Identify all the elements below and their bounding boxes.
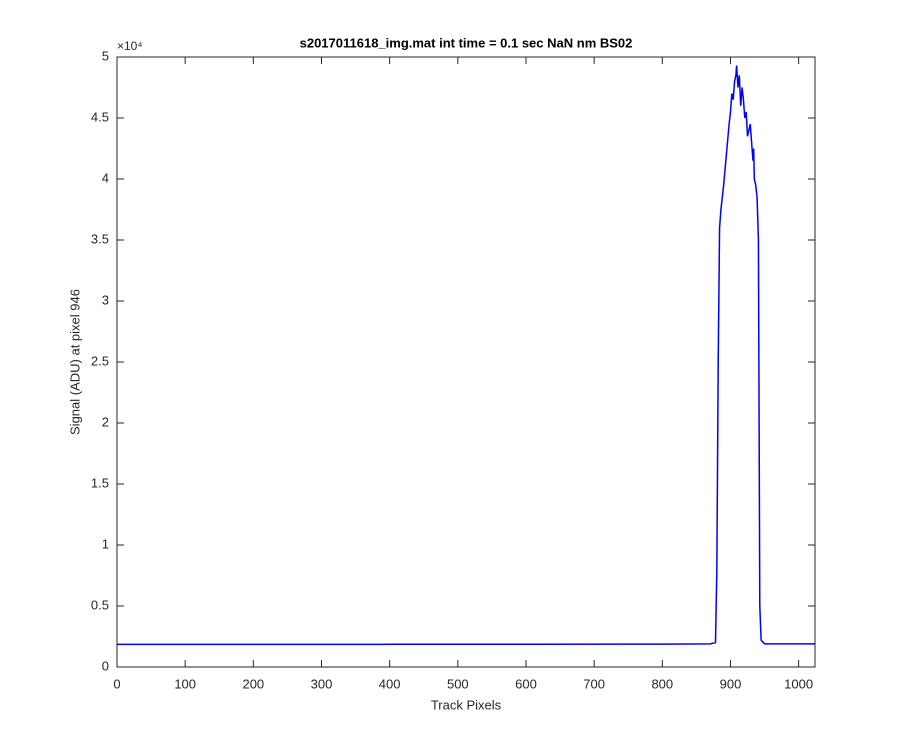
y-tick-label: 0 [102,658,109,673]
x-tick-label: 300 [311,676,333,691]
x-tick-label: 700 [583,676,605,691]
y-tick-label: 5 [102,48,109,63]
x-tick-label: 1000 [784,676,813,691]
y-tick-label: 2 [102,414,109,429]
y-tick-label: 3 [102,292,109,307]
x-tick-label: 900 [720,676,742,691]
x-axis-label: Track Pixels [431,697,502,712]
y-tick-label: 4 [102,170,109,185]
x-tick-label: 400 [379,676,401,691]
x-tick-label: 800 [651,676,673,691]
y-multiplier: ×10⁴ [117,39,143,53]
y-tick-label: 0.5 [91,597,109,612]
y-tick-label: 2.5 [91,353,109,368]
plot-area [116,56,816,668]
y-tick-label: 1.5 [91,475,109,490]
y-axis-label: Signal (ADU) at pixel 946 [67,289,82,435]
chart-title: s2017011618_img.mat int time = 0.1 sec N… [300,35,633,50]
y-tick-label: 3.5 [91,231,109,246]
x-tick-label: 600 [515,676,537,691]
x-tick-label: 100 [174,676,196,691]
x-tick-label: 500 [447,676,469,691]
y-tick-label: 4.5 [91,109,109,124]
data-line [117,65,815,646]
x-tick-label: 0 [113,676,120,691]
y-tick-label: 1 [102,536,109,551]
x-tick-label: 200 [242,676,264,691]
